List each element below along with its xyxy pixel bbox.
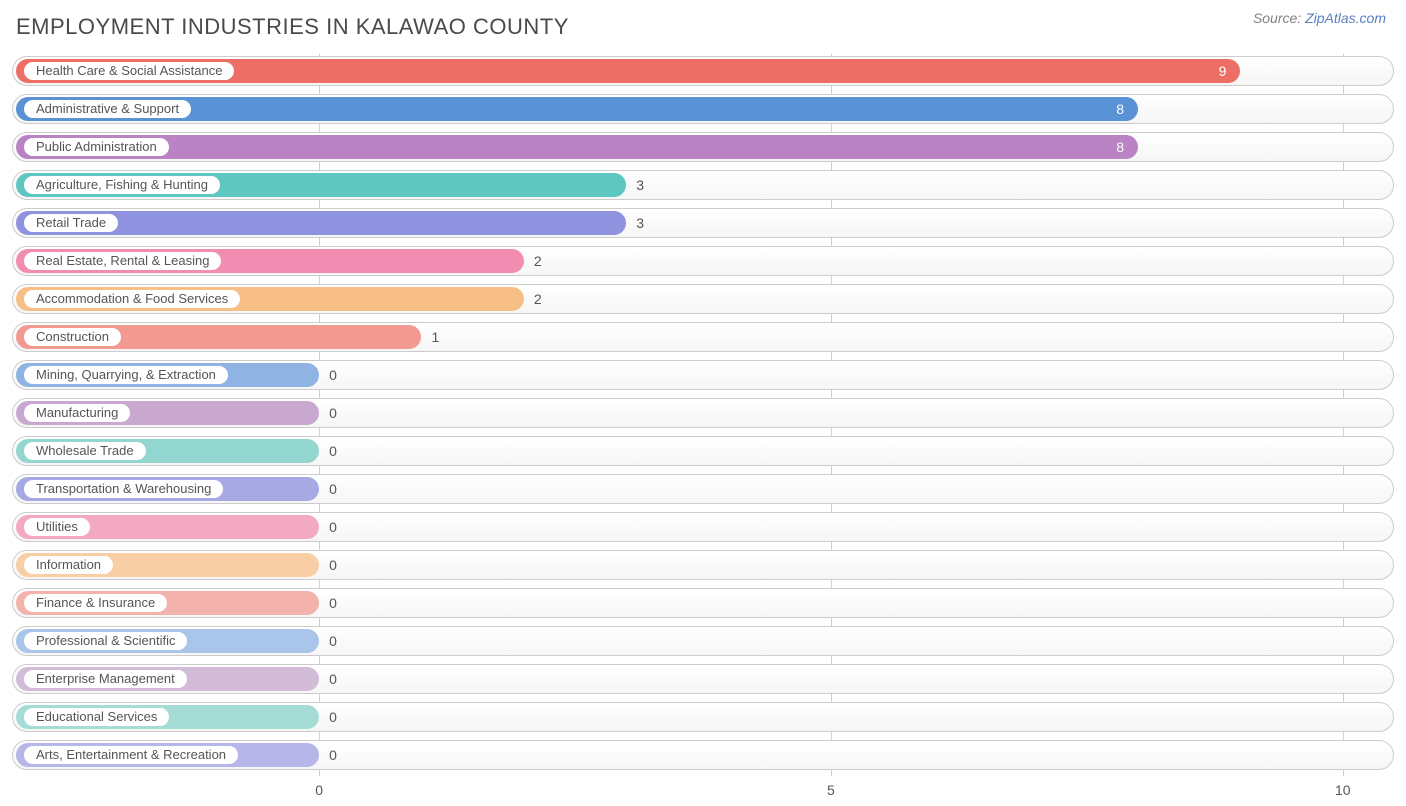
bar-row: Accommodation & Food Services 2 (12, 282, 1394, 316)
value-label: 2 (534, 282, 542, 316)
value-label: 0 (329, 510, 337, 544)
x-axis: 0 5 10 (12, 782, 1394, 806)
bar-row: Agriculture, Fishing & Hunting 3 (12, 168, 1394, 202)
category-label: Real Estate, Rental & Leasing (23, 251, 222, 271)
plot-area: Health Care & Social Assistance 9 Administ… (12, 54, 1394, 776)
bar-row: Arts, Entertainment & Recreation 0 (12, 738, 1394, 772)
value-label: 0 (329, 662, 337, 696)
category-label: Health Care & Social Assistance (23, 61, 235, 81)
category-label: Professional & Scientific (23, 631, 188, 651)
bar-row: Construction 1 (12, 320, 1394, 354)
bar-row: Retail Trade 3 (12, 206, 1394, 240)
category-label: Transportation & Warehousing (23, 479, 224, 499)
bar-row: Finance & Insurance 0 (12, 586, 1394, 620)
value-label: 0 (329, 358, 337, 392)
bar-row: Information 0 (12, 548, 1394, 582)
chart-container: EMPLOYMENT INDUSTRIES IN KALAWAO COUNTY … (0, 0, 1406, 776)
category-label: Retail Trade (23, 213, 119, 233)
bar-row: Real Estate, Rental & Leasing 2 (12, 244, 1394, 278)
value-label: 3 (636, 168, 644, 202)
bar-row: Public Administration 8 (12, 130, 1394, 164)
value-label: 8 (1116, 92, 1124, 126)
category-label: Construction (23, 327, 122, 347)
category-label: Utilities (23, 517, 91, 537)
category-label: Educational Services (23, 707, 170, 727)
category-label: Accommodation & Food Services (23, 289, 241, 309)
category-label: Manufacturing (23, 403, 131, 423)
value-label: 0 (329, 624, 337, 658)
value-label: 0 (329, 434, 337, 468)
bar-row: Professional & Scientific 0 (12, 624, 1394, 658)
bar-row: Administrative & Support 8 (12, 92, 1394, 126)
chart-title: EMPLOYMENT INDUSTRIES IN KALAWAO COUNTY (16, 14, 1394, 40)
value-label: 0 (329, 738, 337, 772)
x-axis-tick: 10 (1335, 782, 1351, 798)
bar-rows: Health Care & Social Assistance 9 Administ… (12, 54, 1394, 772)
category-label: Mining, Quarrying, & Extraction (23, 365, 229, 385)
category-label: Public Administration (23, 137, 170, 157)
value-label: 0 (329, 548, 337, 582)
value-label: 3 (636, 206, 644, 240)
bar (16, 135, 1138, 159)
category-label: Information (23, 555, 114, 575)
bar-row: Mining, Quarrying, & Extraction 0 (12, 358, 1394, 392)
source-link[interactable]: ZipAtlas.com (1305, 10, 1386, 26)
source-attribution: Source: ZipAtlas.com (1253, 10, 1386, 26)
source-prefix: Source: (1253, 10, 1301, 26)
bar-row: Utilities 0 (12, 510, 1394, 544)
bar-row: Educational Services 0 (12, 700, 1394, 734)
category-label: Administrative & Support (23, 99, 192, 119)
value-label: 8 (1116, 130, 1124, 164)
category-label: Wholesale Trade (23, 441, 147, 461)
bar-row: Wholesale Trade 0 (12, 434, 1394, 468)
x-axis-tick: 0 (315, 782, 323, 798)
category-label: Arts, Entertainment & Recreation (23, 745, 239, 765)
bar-row: Health Care & Social Assistance 9 (12, 54, 1394, 88)
bar-row: Manufacturing 0 (12, 396, 1394, 430)
bar-row: Enterprise Management 0 (12, 662, 1394, 696)
value-label: 0 (329, 472, 337, 506)
value-label: 2 (534, 244, 542, 278)
value-label: 0 (329, 700, 337, 734)
value-label: 1 (431, 320, 439, 354)
value-label: 9 (1219, 54, 1227, 88)
bar-row: Transportation & Warehousing 0 (12, 472, 1394, 506)
x-axis-tick: 5 (827, 782, 835, 798)
category-label: Agriculture, Fishing & Hunting (23, 175, 221, 195)
category-label: Enterprise Management (23, 669, 188, 689)
value-label: 0 (329, 586, 337, 620)
category-label: Finance & Insurance (23, 593, 168, 613)
value-label: 0 (329, 396, 337, 430)
